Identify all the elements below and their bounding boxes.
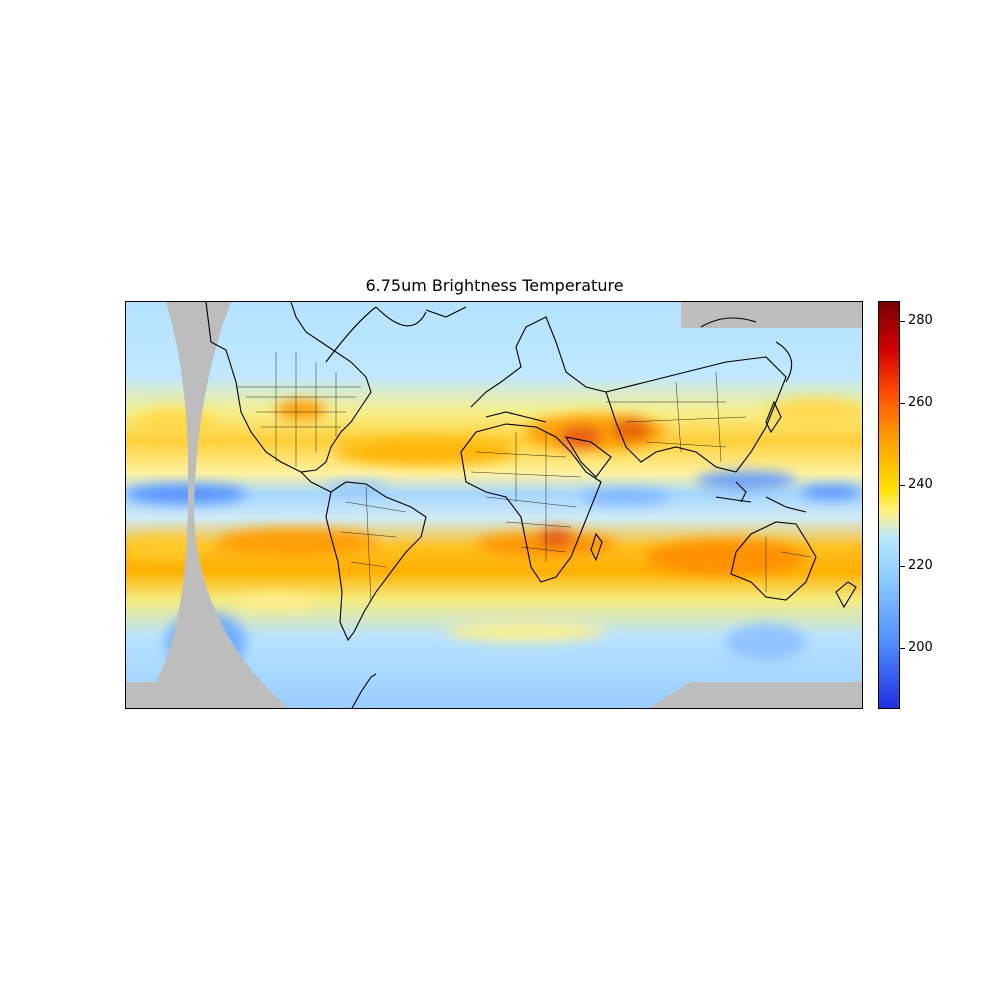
colorbar-tick (900, 321, 905, 323)
brightness-temperature-map (126, 302, 862, 708)
colorbar-tick (900, 647, 905, 649)
colorbar-tick (900, 403, 905, 404)
borders (236, 352, 812, 603)
coastlines (205, 302, 857, 708)
colorbar (878, 301, 900, 709)
colorbar-tick-label: 200 (908, 639, 933, 655)
map-title: 6.75um Brightness Temperature (365, 276, 624, 295)
temperature-field (126, 302, 862, 708)
map-panel[interactable] (125, 301, 863, 709)
colorbar-tick (900, 566, 905, 568)
colorbar-tick-label: 220 (908, 558, 933, 574)
colorbar-tick-label: 280 (908, 313, 933, 329)
colorbar-tick-label: 240 (908, 476, 933, 492)
colorbar-tick (900, 484, 905, 486)
colorbar-tick-label: 260 (908, 395, 933, 410)
